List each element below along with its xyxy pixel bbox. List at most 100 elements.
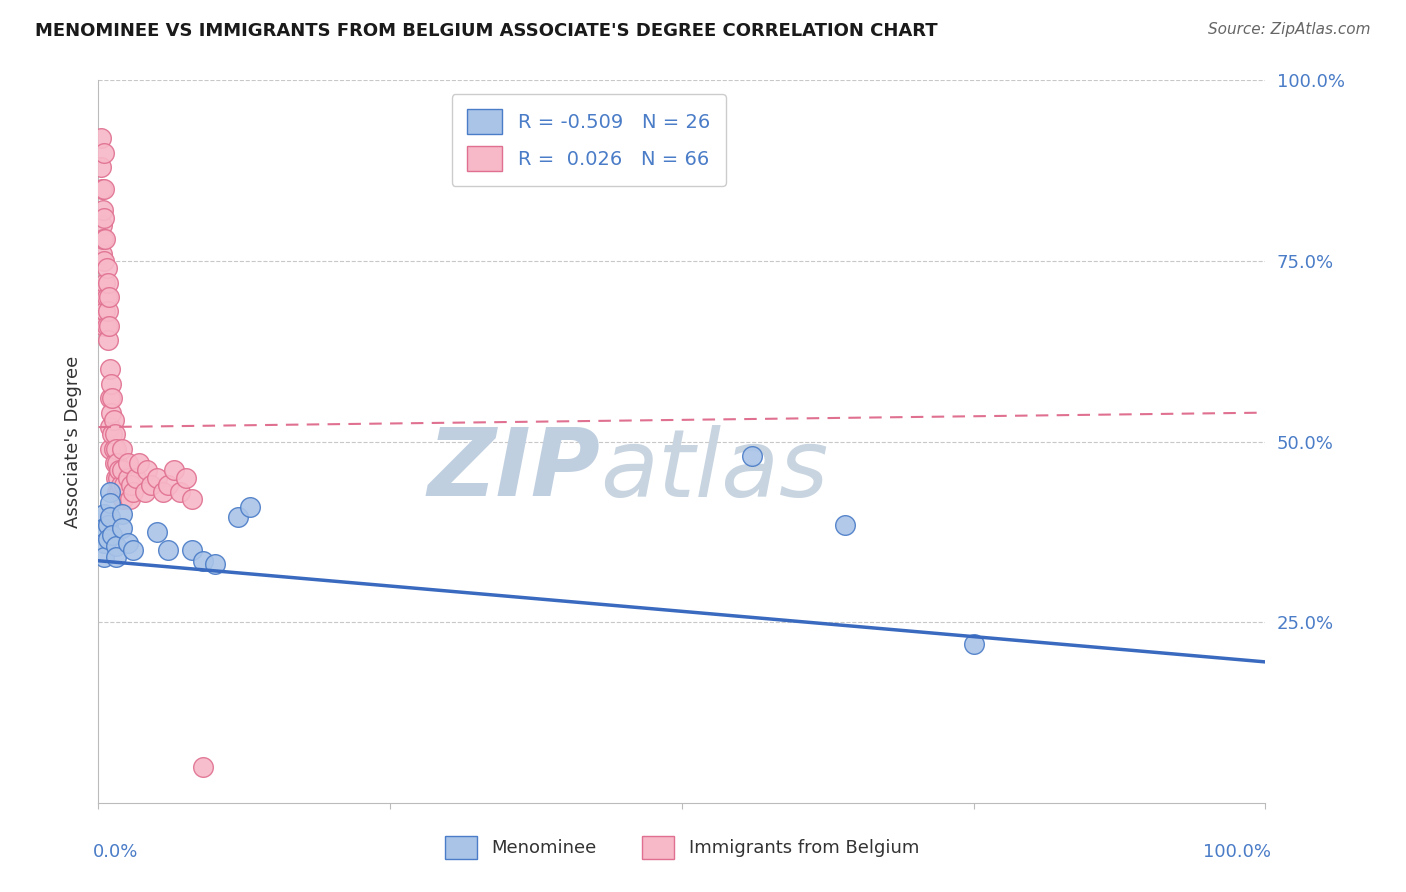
Point xyxy=(136,463,159,477)
Y-axis label: Associate's Degree: Associate's Degree xyxy=(63,355,82,528)
Point xyxy=(93,318,115,333)
Point xyxy=(117,535,139,549)
Point xyxy=(180,542,202,557)
Point xyxy=(741,449,763,463)
Text: 100.0%: 100.0% xyxy=(1204,843,1271,861)
Point xyxy=(128,456,150,470)
Point xyxy=(98,442,121,456)
Point xyxy=(122,485,145,500)
Point xyxy=(111,521,134,535)
Point xyxy=(104,456,127,470)
Point xyxy=(108,485,131,500)
Point xyxy=(239,500,262,514)
Point xyxy=(97,318,120,333)
Point xyxy=(107,470,129,484)
Point xyxy=(111,442,134,456)
Point xyxy=(193,760,215,774)
Point xyxy=(111,507,134,521)
Point xyxy=(93,507,115,521)
Point xyxy=(94,276,117,290)
Point xyxy=(104,442,127,456)
Point xyxy=(180,492,202,507)
Point xyxy=(125,470,148,484)
Point xyxy=(101,427,124,442)
Point xyxy=(98,362,121,376)
Point xyxy=(90,218,112,232)
Point xyxy=(110,478,132,492)
Point xyxy=(139,478,162,492)
Point xyxy=(146,470,169,484)
Point xyxy=(103,413,125,427)
Point xyxy=(94,232,117,246)
Point xyxy=(104,470,127,484)
Point xyxy=(90,246,112,260)
Point xyxy=(962,637,984,651)
Point xyxy=(100,376,122,391)
Point xyxy=(111,463,134,477)
Point xyxy=(157,542,180,557)
Point xyxy=(104,427,127,442)
Point xyxy=(103,442,125,456)
Point xyxy=(118,492,141,507)
Point xyxy=(97,517,120,532)
Point xyxy=(100,406,122,420)
Point xyxy=(169,485,191,500)
Point xyxy=(97,276,120,290)
Legend: Menominee, Immigrants from Belgium: Menominee, Immigrants from Belgium xyxy=(437,829,927,866)
Point xyxy=(98,391,121,405)
Point xyxy=(93,145,115,160)
Point xyxy=(204,558,226,572)
Point xyxy=(105,485,128,500)
Point xyxy=(834,517,856,532)
Point xyxy=(93,182,115,196)
Point xyxy=(117,456,139,470)
Point xyxy=(104,539,127,553)
Point xyxy=(101,391,124,405)
Point xyxy=(122,542,145,557)
Point xyxy=(111,492,134,507)
Text: ZIP: ZIP xyxy=(427,425,600,516)
Point xyxy=(193,554,215,568)
Point xyxy=(98,510,121,524)
Point xyxy=(91,203,114,218)
Point xyxy=(93,535,115,549)
Point xyxy=(96,318,118,333)
Text: 0.0%: 0.0% xyxy=(93,843,138,861)
Text: MENOMINEE VS IMMIGRANTS FROM BELGIUM ASSOCIATE'S DEGREE CORRELATION CHART: MENOMINEE VS IMMIGRANTS FROM BELGIUM ASS… xyxy=(35,22,938,40)
Point xyxy=(90,160,112,174)
Point xyxy=(120,478,142,492)
Point xyxy=(97,304,120,318)
Point xyxy=(104,550,127,565)
Point xyxy=(117,470,139,484)
Point xyxy=(146,524,169,539)
Point xyxy=(134,485,156,500)
Point xyxy=(93,211,115,225)
Text: atlas: atlas xyxy=(600,425,828,516)
Point xyxy=(96,261,118,276)
Point xyxy=(101,528,124,542)
Point xyxy=(97,532,120,546)
Point xyxy=(93,521,115,535)
Point xyxy=(93,290,115,304)
Point xyxy=(228,510,250,524)
Point xyxy=(98,485,121,500)
Point xyxy=(97,334,120,348)
Point xyxy=(108,463,131,477)
Point xyxy=(157,478,180,492)
Point xyxy=(112,478,135,492)
Point xyxy=(91,232,114,246)
Point xyxy=(90,182,112,196)
Text: Source: ZipAtlas.com: Source: ZipAtlas.com xyxy=(1208,22,1371,37)
Point xyxy=(96,290,118,304)
Point xyxy=(98,420,121,434)
Point xyxy=(152,485,174,500)
Point xyxy=(163,463,186,477)
Point xyxy=(97,290,120,304)
Point xyxy=(94,304,117,318)
Point xyxy=(93,253,115,268)
Point xyxy=(93,550,115,565)
Point xyxy=(174,470,197,484)
Point xyxy=(105,456,128,470)
Point xyxy=(98,496,121,510)
Point xyxy=(90,131,112,145)
